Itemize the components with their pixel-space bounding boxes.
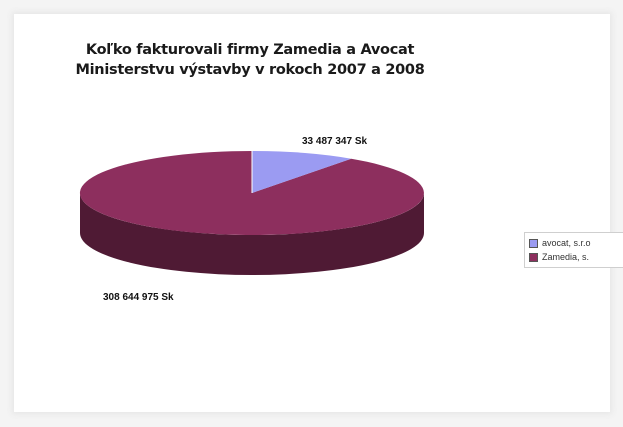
data-label-avocat: 33 487 347 Sk — [302, 136, 367, 147]
chart-title-line-1: Koľko fakturovali firmy Zamedia a Avocat — [85, 42, 415, 58]
legend-swatch-avocat — [529, 238, 538, 248]
legend-swatch-zamedia — [529, 252, 538, 262]
legend-item-zamedia: Zamedia, s. — [529, 250, 623, 264]
chart-title-line-2: Ministerstvu výstavby v rokoch 2007 a 20… — [75, 62, 425, 78]
chart-title: Koľko fakturovali firmy Zamedia a Avocat… — [40, 40, 460, 80]
chart-legend: avocat, s.r.o Zamedia, s. — [524, 232, 623, 268]
pie-side-zamedia — [80, 193, 424, 275]
data-label-zamedia: 308 644 975 Sk — [103, 292, 174, 303]
pie-slice-avocat — [252, 151, 352, 193]
legend-label-zamedia: Zamedia, s. — [542, 252, 590, 262]
legend-item-avocat: avocat, s.r.o — [529, 236, 623, 250]
legend-label-avocat: avocat, s.r.o — [542, 238, 591, 248]
